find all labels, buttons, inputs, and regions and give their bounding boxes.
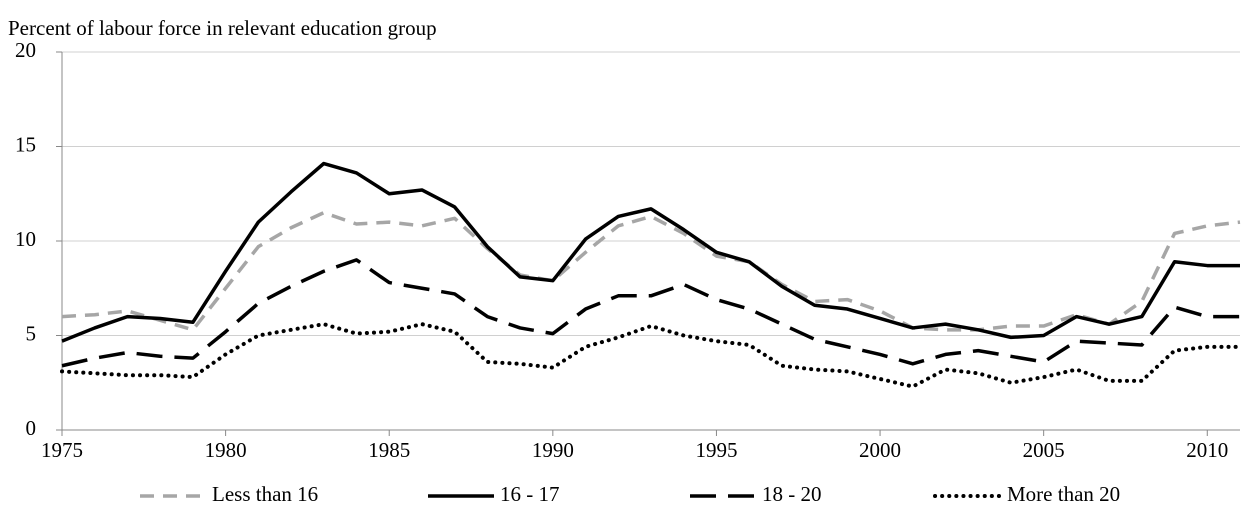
x-tick-label: 2010 (1186, 438, 1228, 462)
x-tick-label: 1990 (532, 438, 574, 462)
legend-label: 18 - 20 (762, 482, 822, 506)
y-tick-label: 20 (15, 38, 36, 62)
y-axis-title: Percent of labour force in relevant educ… (8, 16, 437, 40)
legend-label: Less than 16 (212, 482, 318, 506)
y-tick-label: 15 (15, 132, 36, 156)
x-tick-label: 2000 (859, 438, 901, 462)
legend-label: More than 20 (1007, 482, 1120, 506)
y-tick-label: 10 (15, 227, 36, 251)
x-tick-label: 1980 (205, 438, 247, 462)
x-tick-label: 1975 (41, 438, 83, 462)
x-tick-label: 1985 (368, 438, 410, 462)
series-line (61, 161, 1240, 343)
y-tick-label: 5 (26, 321, 37, 345)
x-tick-label: 1995 (695, 438, 737, 462)
series-line (61, 210, 1241, 332)
legend-label: 16 - 17 (500, 482, 560, 506)
series-line (60, 322, 1242, 389)
x-tick-label: 2005 (1023, 438, 1065, 462)
series-line (61, 258, 1240, 368)
y-tick-label: 0 (26, 416, 37, 440)
